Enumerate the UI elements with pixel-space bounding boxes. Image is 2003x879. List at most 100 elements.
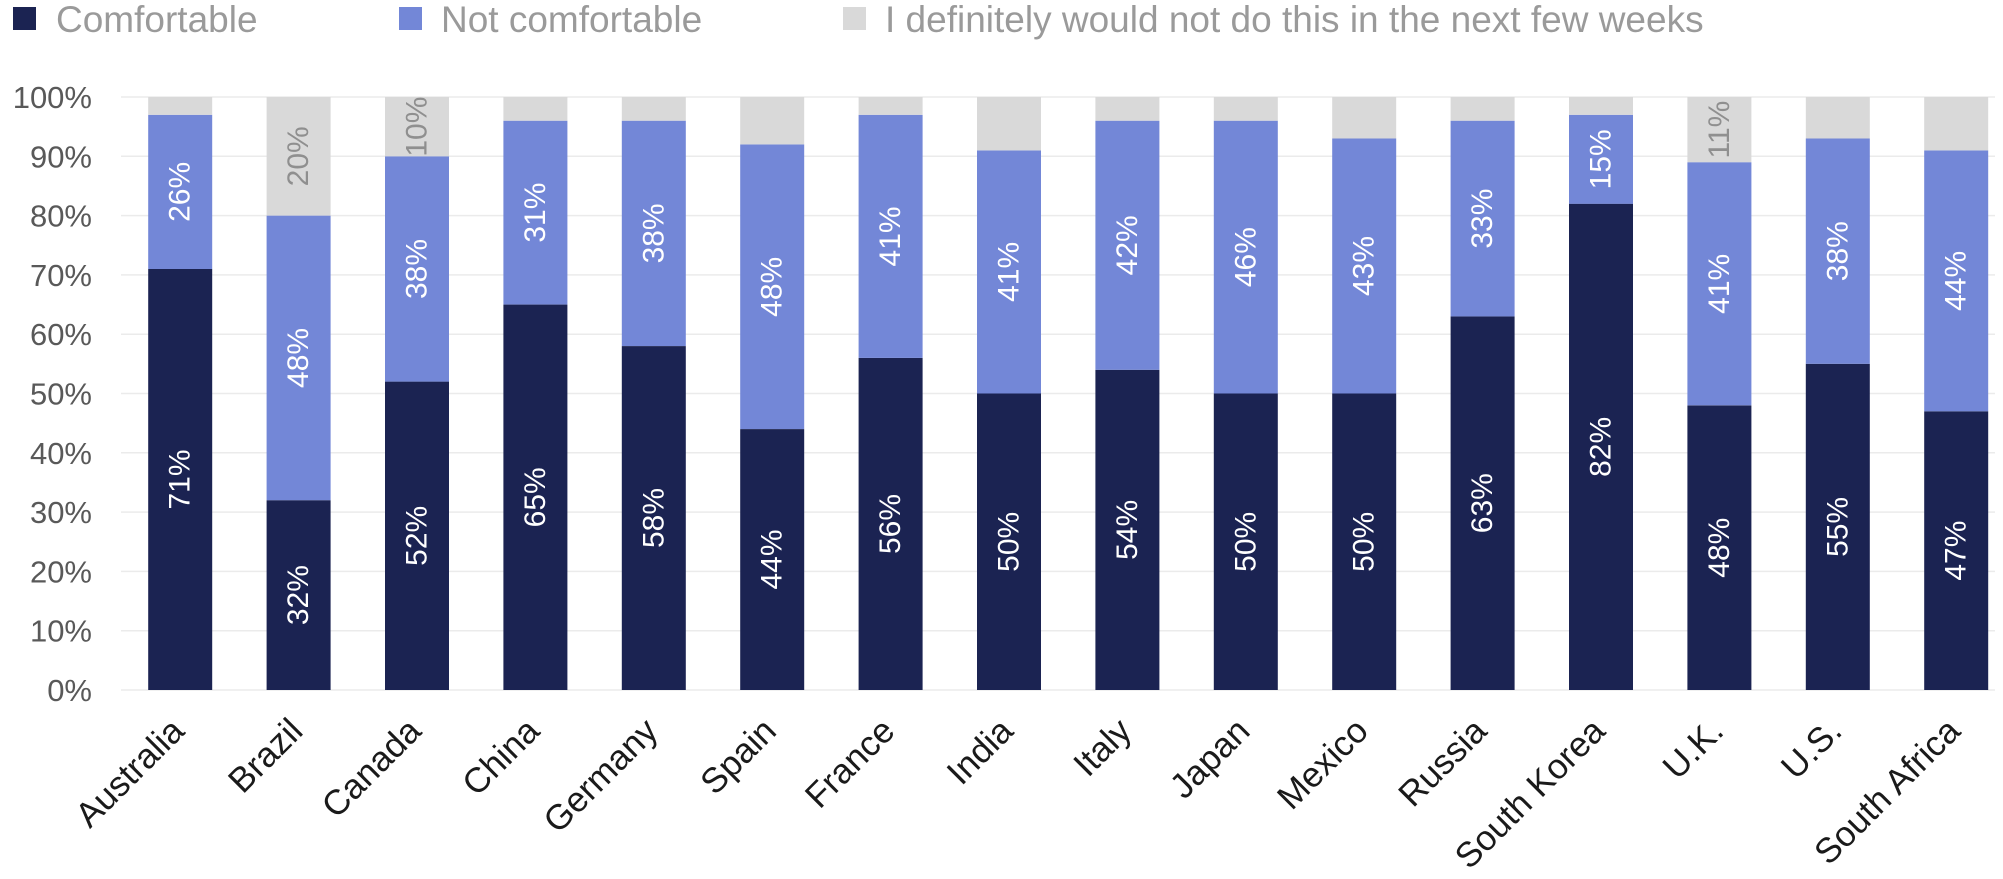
bar-segment-japan-comfortable	[1213, 393, 1278, 690]
y-tick-label-20: 20%	[30, 554, 92, 589]
data-label-u-k-not-comfortable: 41%	[1703, 254, 1736, 314]
bar-segment-china-not-comfortable	[503, 120, 568, 305]
legend-item-would-not-do: I definitely would not do this in the ne…	[843, 0, 1704, 40]
y-tick-label-30: 30%	[30, 495, 92, 530]
bar-segment-france-not-comfortable	[858, 114, 923, 358]
data-label-canada-i-definitely-would: 10%	[401, 97, 434, 157]
bar-segment-china-comfortable	[503, 304, 568, 690]
x-tick-label-france: France	[798, 711, 903, 816]
y-tick-label-80: 80%	[30, 199, 92, 234]
bar-segment-italy-not-comfortable	[1095, 120, 1160, 370]
bar-segment-germany-i-definitely-would	[621, 97, 686, 121]
x-tick-label-germany: Germany	[536, 711, 666, 841]
bar-segment-mexico-i-definitely-would	[1332, 97, 1397, 139]
y-axis: 0% 10% 20% 30% 40% 50% 60% 70% 80% 90% 100%	[13, 80, 92, 708]
legend-swatch-not-comfortable	[399, 7, 422, 30]
bar-segment-germany-comfortable	[621, 346, 686, 690]
bar-segment-italy-comfortable	[1095, 369, 1160, 690]
y-tick-label-0: 0%	[47, 673, 92, 708]
bar-segment-mexico-not-comfortable	[1332, 138, 1397, 394]
data-label-canada-comfortable: 52%	[401, 506, 434, 566]
data-label-italy-comfortable: 54%	[1111, 500, 1144, 560]
bar-segment-india-comfortable	[977, 393, 1041, 690]
bar-segment-russia-not-comfortable	[1450, 120, 1515, 317]
bars	[148, 97, 1989, 690]
bar-segment-japan-not-comfortable	[1213, 120, 1278, 394]
x-tick-label-mexico: Mexico	[1270, 711, 1376, 817]
data-label-u-s-comfortable: 55%	[1821, 497, 1854, 557]
bar-segment-south-africa-comfortable	[1924, 411, 1989, 690]
data-label-south-africa-comfortable: 47%	[1940, 521, 1973, 581]
bar-segment-canada-comfortable	[385, 381, 449, 690]
legend-swatch-would-not-do	[843, 7, 866, 30]
x-tick-label-u-k: U.K.	[1655, 711, 1731, 787]
bar-segment-canada-not-comfortable	[385, 156, 449, 382]
bar-segment-spain-not-comfortable	[740, 144, 805, 429]
bar-segment-canada-i-definitely-would	[385, 97, 449, 157]
bar-segment-france-i-definitely-would	[858, 97, 923, 115]
bar-segment-australia-comfortable	[148, 269, 213, 690]
x-tick-label-russia: Russia	[1391, 711, 1495, 815]
bar-segment-u-k-not-comfortable	[1687, 162, 1752, 406]
x-tick-label-brazil: Brazil	[221, 711, 310, 800]
data-label-south-korea-comfortable: 82%	[1585, 417, 1618, 477]
bar-segment-australia-i-definitely-would	[148, 97, 213, 115]
bar-segment-u-k-comfortable	[1687, 405, 1752, 690]
data-label-mexico-comfortable: 50%	[1348, 512, 1381, 572]
bar-segment-brazil-i-definitely-would	[266, 97, 331, 216]
data-label-u-k-i-definitely-would: 11%	[1703, 101, 1736, 159]
data-label-russia-comfortable: 63%	[1466, 473, 1499, 533]
x-tick-label-australia: Australia	[68, 711, 192, 835]
bar-segment-italy-i-definitely-would	[1095, 97, 1160, 121]
bar-segment-brazil-comfortable	[266, 500, 331, 690]
bar-segment-south-korea-comfortable	[1569, 203, 1633, 690]
bar-segment-south-africa-i-definitely-would	[1924, 97, 1989, 151]
y-tick-label-70: 70%	[30, 258, 92, 293]
x-tick-label-india: India	[939, 711, 1021, 793]
data-label-u-s-not-comfortable: 38%	[1821, 221, 1854, 281]
data-label-france-comfortable: 56%	[874, 494, 907, 554]
legend-swatch-comfortable	[13, 7, 36, 30]
data-label-china-not-comfortable: 31%	[519, 183, 552, 243]
y-tick-label-50: 50%	[30, 377, 92, 412]
x-tick-label-japan: Japan	[1162, 711, 1257, 806]
data-label-south-africa-not-comfortable: 44%	[1940, 251, 1973, 311]
bar-segment-u-s-not-comfortable	[1805, 138, 1870, 364]
bar-segment-spain-i-definitely-would	[740, 97, 805, 145]
data-label-india-not-comfortable: 41%	[993, 242, 1026, 302]
data-label-brazil-comfortable: 32%	[282, 565, 315, 625]
bar-segment-russia-i-definitely-would	[1450, 97, 1515, 121]
bar-segment-south-korea-i-definitely-would	[1569, 97, 1633, 115]
y-tick-label-10: 10%	[30, 614, 92, 649]
data-label-france-not-comfortable: 41%	[874, 206, 907, 266]
legend-label-not-comfortable: Not comfortable	[441, 0, 702, 40]
bar-segment-u-k-i-definitely-would	[1687, 97, 1752, 163]
bar-segment-u-s-comfortable	[1805, 363, 1870, 690]
data-label-canada-not-comfortable: 38%	[401, 239, 434, 299]
data-label-japan-comfortable: 50%	[1229, 512, 1262, 572]
legend-item-comfortable: Comfortable	[13, 0, 258, 40]
data-label-italy-not-comfortable: 42%	[1111, 215, 1144, 275]
y-tick-label-90: 90%	[30, 139, 92, 174]
data-label-japan-not-comfortable: 46%	[1229, 227, 1262, 287]
bar-segment-spain-comfortable	[740, 429, 805, 690]
data-label-russia-not-comfortable: 33%	[1466, 189, 1499, 249]
bar-segment-china-i-definitely-would	[503, 97, 568, 121]
x-tick-label-china: China	[455, 711, 548, 804]
data-label-australia-not-comfortable: 26%	[164, 162, 197, 222]
x-tick-label-u-s: U.S.	[1774, 711, 1850, 787]
bar-segment-india-i-definitely-would	[977, 97, 1041, 151]
x-tick-label-canada: Canada	[314, 711, 429, 826]
y-tick-label-60: 60%	[30, 317, 92, 352]
data-label-germany-not-comfortable: 38%	[637, 203, 670, 263]
bar-segment-south-africa-not-comfortable	[1924, 150, 1989, 412]
legend: Comfortable Not comfortable I definitely…	[13, 0, 1704, 40]
bar-segment-germany-not-comfortable	[621, 120, 686, 346]
data-labels: 71% 26% 32% 48% 20% 52% 38% 10% 65% 31% 58% 38% 44% 4…	[164, 97, 1973, 626]
data-label-germany-comfortable: 58%	[637, 488, 670, 548]
legend-item-not-comfortable: Not comfortable	[399, 0, 702, 40]
data-label-mexico-not-comfortable: 43%	[1348, 236, 1381, 296]
bar-segment-russia-comfortable	[1450, 316, 1515, 690]
y-tick-label-40: 40%	[30, 436, 92, 471]
data-label-spain-comfortable: 44%	[756, 529, 789, 589]
